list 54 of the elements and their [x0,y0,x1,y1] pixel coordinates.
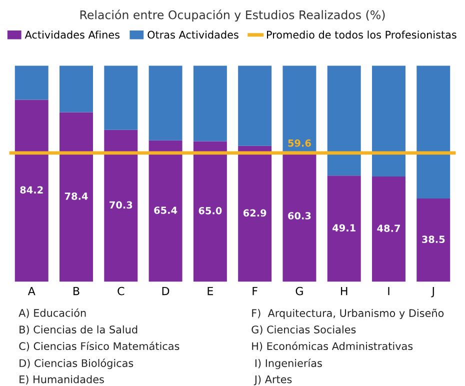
bar [327,66,361,176]
bar [416,198,450,282]
text: F) Arquitectura, Urbanismo y Diseño [252,308,444,320]
bar [14,66,48,100]
data-label: 65.0 [198,206,222,214]
data-label: 60.3 [288,212,311,220]
legend-label: Otras Actividades [148,30,238,39]
bar [14,100,48,282]
x-tick-label: B [74,286,80,296]
data-label: 78.4 [64,192,88,200]
bar [238,66,272,146]
data-label: 38.5 [422,236,445,243]
bar [104,66,138,130]
x-tick-label: D [162,286,170,296]
bar [238,146,272,282]
bar [148,66,182,140]
text: G) Ciencias Sociales [252,325,356,335]
chart-title: Relación entre Ocupación y Estudios Realizados (%) [80,10,385,22]
legend-label: Promedio de todos los Profesionistas [267,30,456,39]
x-tick-label: I [388,286,390,296]
x-tick-label: H [341,286,348,296]
data-label: 70.3 [110,201,132,209]
bar [193,141,227,282]
bar [372,66,406,177]
x-tick-label: C [118,286,124,296]
text: C) Ciencias Físico Matemáticas [19,342,180,352]
x-tick-label: E [208,286,213,296]
text: D) Ciencias Biológicas [20,358,134,370]
x-tick-label: J [431,286,434,298]
data-label: 65.4 [154,206,178,214]
data-label: 62.9 [243,209,266,217]
text: E) Humanidades [20,375,104,384]
x-tick-label: A [28,286,36,296]
bar [104,130,138,282]
data-label: 48.7 [377,224,400,232]
bar [193,66,227,142]
bar [148,140,182,282]
bar [416,66,450,199]
bar [60,66,93,112]
legend-label: Actividades Afines [24,30,120,39]
x-tick-label: F [252,286,258,296]
annotation: 59.6 [288,139,311,147]
text: H) Económicas Administrativas [252,342,413,352]
text: J) Artes [254,375,292,386]
data-label: 49.1 [332,224,356,232]
bar [327,176,361,282]
x-tick-label: G [296,286,303,296]
text: I) Ingenierías [255,358,322,370]
text: B) Ciencias de la Salud [20,325,138,335]
bar [60,112,93,282]
text: A) Educación [18,308,86,318]
bar [372,176,406,282]
bar [282,66,316,152]
data-label: 84.2 [20,186,43,194]
